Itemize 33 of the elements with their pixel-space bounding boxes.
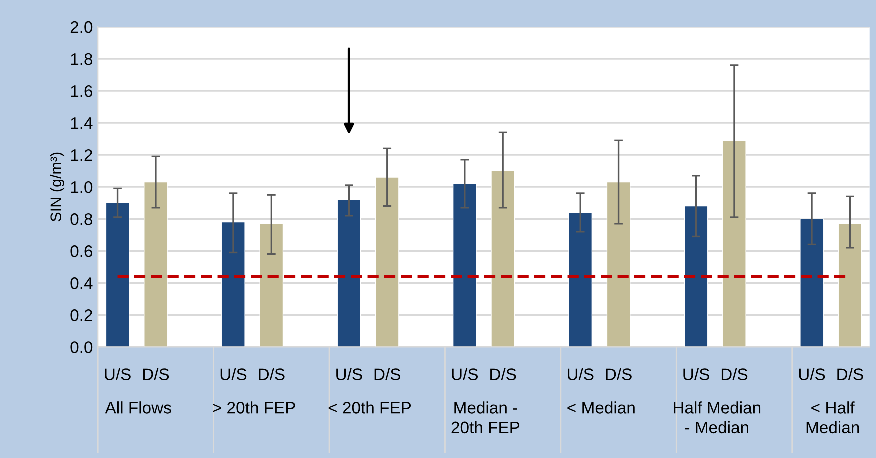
y-tick-label: 0.4 (70, 278, 93, 290)
x-tick-label: > 20th FEP (213, 402, 296, 414)
text: U/S (220, 368, 247, 380)
y-tick-label: 1.4 (71, 118, 93, 130)
x-tick-label: < 20th FEP (328, 402, 412, 414)
x-tick-label: Half Median - Median (674, 402, 761, 434)
y-tick-label: 0.0 (70, 342, 93, 354)
text: D/S (259, 368, 285, 380)
y-tick-label: 1.0 (71, 181, 93, 194)
text: D/S (374, 368, 400, 380)
x-tick-label: < Median (568, 402, 635, 414)
x-tick-label: < Half Median (806, 402, 860, 434)
y-axis-title: SIN (g/m³) (50, 152, 65, 222)
text: D/S (606, 368, 632, 380)
y-tick-label: 0.8 (70, 214, 93, 226)
text: D/S (143, 368, 170, 380)
y-tick-label: 0.2 (70, 310, 92, 322)
y-tick-label: 1.6 (71, 85, 93, 98)
y-tick-label: 2.0 (70, 21, 93, 34)
text: D/S (490, 368, 516, 380)
series-label: U/S (452, 368, 478, 380)
text: U/S (568, 368, 594, 380)
y-tick-label: 1.8 (71, 53, 93, 66)
x-tick-label: All Flows (105, 402, 172, 414)
y-tick-label: 0.6 (70, 246, 93, 258)
y-tick-label: 1.2 (71, 149, 92, 162)
text: U/S (684, 368, 710, 380)
series-label: D/S (722, 368, 748, 380)
text: D/S (838, 368, 864, 380)
text: U/S (105, 368, 131, 380)
x-tick-label: Median - 20th FEP (452, 402, 520, 434)
text: U/S (336, 368, 362, 380)
text: U/S (799, 368, 826, 380)
